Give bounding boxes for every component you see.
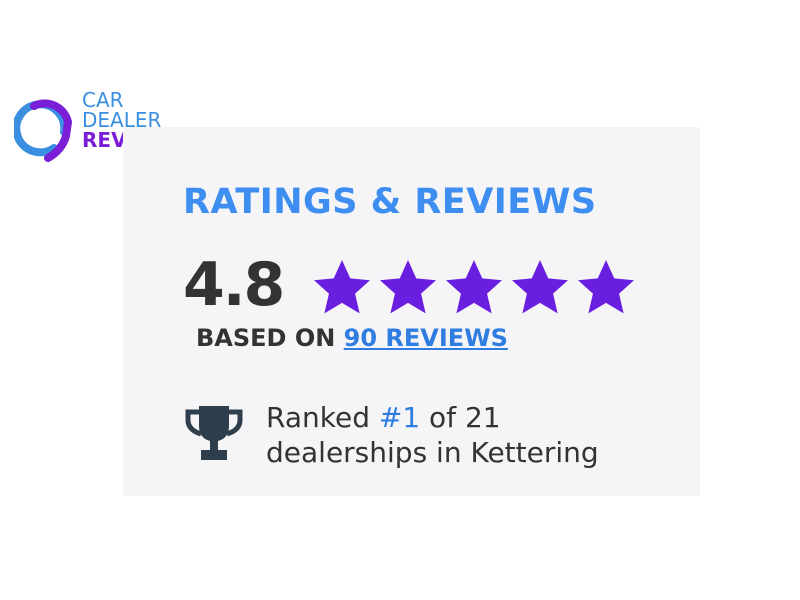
trophy-icon [185, 406, 243, 460]
logo-text-car: CAR [82, 88, 124, 112]
rating-score: 4.8 [183, 250, 285, 320]
star-icon [380, 260, 436, 314]
star-icon [314, 260, 370, 314]
based-on-text: BASED ON 90 REVIEWS [196, 324, 508, 352]
star-icon [578, 260, 634, 314]
rank-prefix: Ranked [266, 401, 379, 434]
rank-location: dealerships in Kettering [266, 436, 599, 469]
rank-value: #1 [378, 401, 421, 434]
logo-text-dealer: DEALER [82, 108, 162, 132]
based-on-label: BASED ON [196, 324, 344, 352]
rank-text: Ranked #1 of 21 dealerships in Kettering [266, 400, 599, 470]
ratings-title: RATINGS & REVIEWS [183, 182, 597, 222]
star-icon [446, 260, 502, 314]
star-icon [512, 260, 568, 314]
rank-suffix: of 21 [420, 401, 501, 434]
star-rating [310, 256, 638, 320]
logo-ring-icon [14, 99, 73, 162]
reviews-link[interactable]: 90 REVIEWS [343, 324, 508, 352]
